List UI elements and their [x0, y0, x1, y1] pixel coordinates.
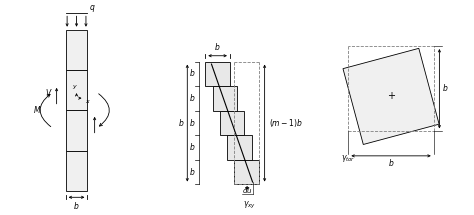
Text: b: b [190, 118, 194, 127]
Polygon shape [66, 70, 87, 110]
Text: b: b [74, 202, 79, 211]
Polygon shape [234, 160, 259, 184]
Text: b: b [190, 168, 194, 177]
Polygon shape [227, 135, 252, 160]
Polygon shape [66, 110, 87, 150]
Polygon shape [220, 111, 244, 135]
Text: $\gamma_{xy}$: $\gamma_{xy}$ [243, 200, 255, 211]
Text: b: b [443, 84, 448, 93]
Polygon shape [66, 30, 87, 70]
Text: x: x [85, 99, 89, 104]
Text: b: b [389, 159, 393, 168]
Text: b: b [190, 94, 194, 103]
Text: b: b [190, 143, 194, 152]
Text: b: b [215, 43, 220, 52]
Text: +: + [387, 91, 395, 101]
Text: q: q [89, 3, 94, 12]
Text: y: y [72, 84, 75, 89]
Text: V: V [45, 89, 50, 98]
Text: $du$: $du$ [242, 186, 252, 195]
Polygon shape [212, 86, 237, 111]
Polygon shape [343, 48, 439, 144]
Text: $\gamma_{tor}$: $\gamma_{tor}$ [341, 152, 356, 164]
Text: b: b [190, 69, 194, 78]
Polygon shape [66, 150, 87, 191]
Text: M: M [33, 106, 40, 115]
Polygon shape [205, 62, 230, 86]
Text: b: b [179, 118, 184, 127]
Text: $(m-1)b$: $(m-1)b$ [269, 117, 302, 129]
